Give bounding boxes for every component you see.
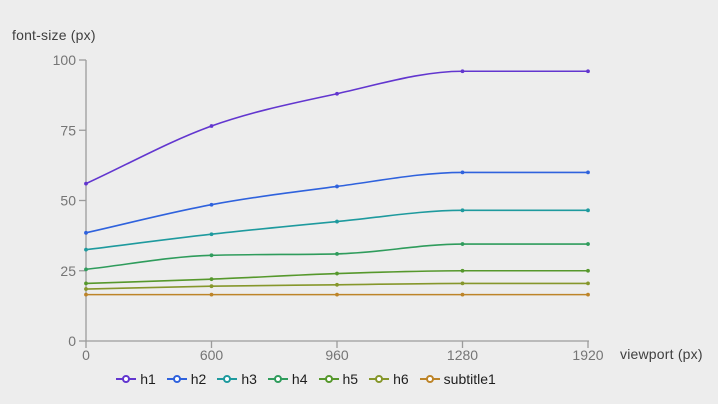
legend-marker-h2-icon	[166, 375, 187, 383]
series-line-h2	[85, 171, 588, 234]
x-tick-label: 600	[200, 347, 224, 363]
data-point-h1	[460, 69, 465, 74]
legend-label-h2: h2	[190, 371, 207, 387]
data-point-subtitle1	[460, 292, 465, 297]
x-axis-title: viewport (px)	[620, 346, 703, 362]
legend-label-subtitle1: subtitle1	[443, 371, 496, 387]
legend-marker-h4-icon	[267, 375, 288, 383]
data-point-h6	[460, 281, 465, 286]
legend-item-h5[interactable]: h5	[318, 371, 359, 387]
data-point-h1	[586, 69, 590, 74]
data-point-h3	[84, 247, 88, 252]
legend-marker-h6-icon	[369, 375, 390, 383]
x-tick-label: 0	[82, 347, 90, 363]
data-point-h6	[335, 282, 339, 287]
data-point-h6	[209, 284, 214, 289]
legend-marker-h1-icon	[116, 375, 137, 383]
data-point-h5	[460, 268, 465, 273]
legend-marker-h5-icon	[318, 375, 339, 383]
legend: h1 h2 h3 h4 h5 h6 subtitle1	[0, 371, 612, 387]
data-point-h4	[586, 242, 590, 246]
data-point-subtitle1	[335, 292, 339, 297]
data-point-h6	[84, 287, 88, 291]
data-point-h3	[209, 232, 214, 237]
legend-label-h3: h3	[241, 371, 257, 387]
y-axis-title: font-size (px)	[12, 27, 96, 43]
data-point-h1	[84, 181, 88, 186]
legend-label-h5: h5	[342, 371, 359, 387]
data-point-h4	[335, 251, 339, 256]
legend-marker-circle	[425, 375, 434, 383]
y-tick-label: 100	[53, 52, 77, 68]
x-tick-label: 1920	[572, 347, 603, 363]
y-tick-label: 75	[60, 122, 76, 138]
data-point-h5	[586, 268, 590, 273]
data-point-subtitle1	[84, 292, 88, 297]
legend-marker-circle	[324, 375, 333, 383]
legend-marker-circle	[223, 375, 232, 383]
data-point-h4	[460, 242, 465, 246]
data-point-h2	[335, 184, 339, 189]
legend-item-h3[interactable]: h3	[217, 371, 257, 387]
data-point-subtitle1	[586, 292, 590, 297]
data-point-h1	[209, 124, 214, 128]
legend-item-h4[interactable]: h4	[267, 371, 308, 387]
legend-label-h6: h6	[393, 371, 409, 387]
legend-marker-circle	[172, 375, 181, 383]
legend-marker-circle	[273, 375, 282, 383]
legend-label-h4: h4	[291, 371, 308, 387]
legend-marker-circle	[122, 375, 131, 383]
legend-item-h2[interactable]: h2	[166, 371, 207, 387]
legend-label-h1: h1	[140, 371, 156, 387]
x-tick-label: 1280	[447, 347, 478, 363]
data-point-h3	[335, 219, 339, 224]
data-point-h2	[460, 170, 465, 175]
x-tick-label: 960	[325, 347, 349, 363]
data-point-h2	[209, 202, 214, 207]
data-point-h4	[84, 267, 88, 272]
legend-marker-circle	[375, 375, 384, 383]
data-point-h5	[335, 271, 339, 276]
data-point-h5	[84, 281, 88, 286]
legend-marker-subtitle1-icon	[419, 375, 440, 383]
legend-item-subtitle1[interactable]: subtitle1	[419, 371, 496, 387]
data-point-h6	[586, 281, 590, 286]
y-tick-label: 50	[60, 193, 76, 209]
legend-item-h6[interactable]: h6	[369, 371, 409, 387]
legend-item-h1[interactable]: h1	[116, 371, 156, 387]
data-point-h5	[209, 277, 214, 282]
data-point-subtitle1	[209, 292, 214, 297]
y-tick-label: 25	[60, 263, 76, 279]
data-point-h4	[209, 253, 214, 258]
data-point-h2	[84, 230, 88, 235]
y-tick-label: 0	[68, 333, 76, 349]
legend-marker-h3-icon	[217, 375, 238, 383]
data-point-h3	[460, 208, 465, 213]
data-point-h3	[586, 208, 590, 213]
series-line-h4	[85, 243, 588, 271]
series-line-h1	[85, 70, 588, 185]
data-point-h1	[335, 91, 339, 96]
data-point-h2	[586, 170, 590, 175]
